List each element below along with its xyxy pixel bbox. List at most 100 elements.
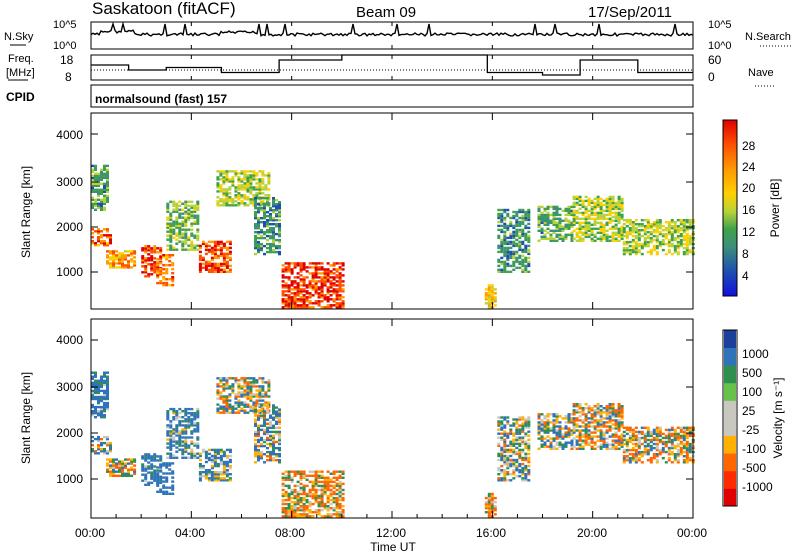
- velocity-cell: [323, 486, 327, 490]
- power-cell: [484, 296, 488, 299]
- power-cell: [272, 205, 275, 208]
- power-cell: [314, 288, 318, 291]
- power-cell: [317, 294, 321, 297]
- power-cell: [664, 232, 668, 236]
- velocity-cell: [97, 444, 100, 447]
- power-cell: [323, 284, 327, 287]
- velocity-cell: [196, 410, 200, 413]
- velocity-cell: [106, 405, 109, 409]
- power-cell: [305, 284, 309, 287]
- velocity-cell: [500, 454, 504, 458]
- velocity-cell: [162, 490, 166, 493]
- velocity-cell: [599, 419, 603, 422]
- power-cell: [593, 201, 597, 205]
- power-cell: [275, 232, 278, 236]
- power-cell: [637, 234, 641, 238]
- power-cell: [219, 268, 223, 271]
- velocity-cell: [646, 428, 650, 432]
- velocity-cell: [153, 455, 157, 458]
- power-cell: [272, 234, 275, 238]
- power-cell: [175, 216, 179, 219]
- velocity-cell: [640, 461, 644, 464]
- velocity-cell: [266, 410, 269, 413]
- velocity-cell: [500, 469, 504, 472]
- velocity-cell: [237, 391, 241, 394]
- velocity-cell: [667, 440, 671, 444]
- velocity-cell: [181, 448, 185, 451]
- velocity-cell: [100, 381, 103, 384]
- power-cell: [103, 208, 106, 211]
- velocity-cell: [593, 421, 597, 424]
- velocity-cell: [284, 478, 288, 481]
- velocity-cell: [91, 403, 94, 407]
- power-cell: [266, 242, 269, 246]
- velocity-cell: [329, 488, 333, 492]
- velocity-cell: [103, 389, 106, 393]
- power-cell: [506, 256, 510, 260]
- power-cell: [497, 216, 501, 220]
- power-cell: [204, 262, 208, 266]
- velocity-cell: [127, 474, 130, 477]
- power-cell: [222, 178, 226, 181]
- velocity-cell: [150, 475, 154, 478]
- velocity-cell: [587, 411, 591, 414]
- velocity-cell: [590, 421, 594, 424]
- velocity-cell: [121, 470, 124, 473]
- velocity-cell: [658, 440, 662, 444]
- power-cell: [210, 264, 214, 268]
- power-cell: [617, 233, 621, 236]
- velocity-cell: [493, 496, 497, 500]
- power-cell: [649, 227, 653, 230]
- velocity-cell: [225, 405, 229, 408]
- velocity-cell: [670, 442, 674, 446]
- power-cell: [578, 203, 582, 207]
- power-cell: [150, 247, 154, 250]
- velocity-cell: [326, 496, 330, 500]
- power-cell: [552, 237, 556, 240]
- velocity-cell: [181, 436, 185, 439]
- power-cell: [323, 296, 327, 299]
- power-cell: [141, 255, 145, 258]
- power-cell: [527, 212, 531, 216]
- velocity-cell: [608, 421, 612, 424]
- power-cell: [578, 207, 582, 211]
- power-cell: [184, 212, 188, 215]
- power-cell: [103, 240, 106, 243]
- velocity-cell: [676, 453, 680, 456]
- velocity-cell: [112, 468, 115, 471]
- power-cell: [622, 240, 626, 244]
- power-cell: [287, 296, 291, 299]
- power-cell: [216, 242, 220, 246]
- power-cell: [335, 290, 339, 293]
- power-cell: [287, 286, 291, 289]
- power-cell: [222, 262, 226, 266]
- velocity-cell: [115, 464, 118, 467]
- velocity-cell: [216, 391, 220, 394]
- velocity-cell: [178, 407, 182, 411]
- power-cell: [493, 300, 497, 303]
- power-cell: [100, 200, 103, 203]
- power-cell: [537, 217, 541, 220]
- power-cell: [335, 302, 339, 305]
- velocity-cell: [91, 410, 94, 413]
- velocity-colorbar-segment: [724, 418, 736, 436]
- power-cell: [673, 250, 677, 254]
- power-cell: [587, 221, 591, 224]
- velocity-cell: [524, 454, 528, 458]
- power-cell: [587, 229, 591, 232]
- velocity-cell: [608, 411, 612, 414]
- velocity-cell: [487, 494, 491, 498]
- power-cell: [493, 296, 497, 299]
- power-cell: [561, 227, 565, 230]
- power-cell: [608, 203, 612, 207]
- velocity-cell: [555, 447, 559, 450]
- power-cell: [121, 260, 124, 263]
- power-cell: [269, 227, 272, 230]
- power-cell: [181, 246, 185, 249]
- velocity-cell: [500, 420, 504, 423]
- velocity-cell: [338, 476, 342, 479]
- power-cell: [608, 197, 612, 201]
- power-cell: [500, 244, 504, 248]
- power-cell: [602, 213, 606, 217]
- velocity-cell: [207, 477, 211, 480]
